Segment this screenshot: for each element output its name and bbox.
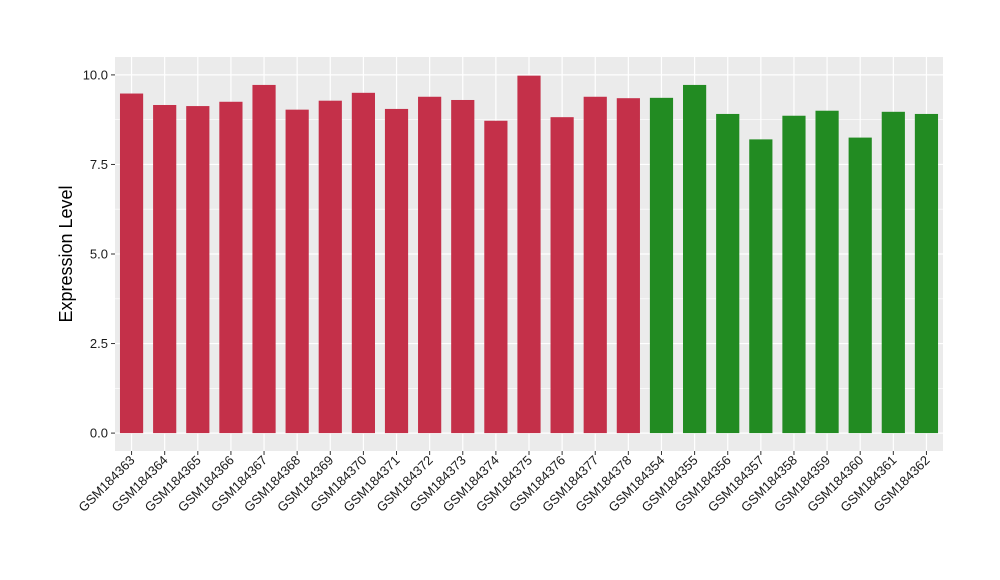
y-tick-label: 10.0 [83,67,108,82]
bar-GSM184362 [914,113,939,434]
bar-GSM184354 [649,97,674,434]
y-axis-title: Expression Level [56,185,76,322]
bar-GSM184366 [219,101,243,434]
bar-GSM184365 [186,106,210,434]
bar-GSM184372 [418,96,442,434]
bar-GSM184364 [153,104,177,434]
x-axis: GSM184363GSM184364GSM184365GSM184366GSM1… [75,451,933,515]
bar-GSM184374 [484,120,508,434]
bar-GSM184368 [285,109,309,434]
bar-GSM184357 [749,139,773,434]
y-tick-label: 5.0 [90,247,108,262]
y-axis: 0.0 2.5 5.0 7.5 10.0 [83,67,115,441]
bar-GSM184376 [550,117,574,434]
bar-GSM184367 [252,84,276,434]
y-tick-label: 7.5 [90,157,108,172]
bar-GSM184355 [683,84,707,434]
bar-GSM184378 [616,98,640,434]
bar-GSM184371 [384,108,409,434]
y-tick-label: 2.5 [90,336,108,351]
bar-GSM184360 [848,137,872,434]
bar-GSM184375 [517,75,541,434]
bar-GSM184370 [351,92,375,434]
bar-GSM184373 [451,99,475,434]
bar-GSM184377 [583,96,607,434]
bar-GSM184358 [782,115,806,434]
y-tick-label: 0.0 [90,426,108,441]
bar-GSM184361 [881,111,905,434]
bars [119,75,939,434]
bar-GSM184359 [815,110,839,434]
bar-GSM184369 [318,100,342,434]
bar-GSM184356 [716,113,740,434]
bar-GSM184363 [119,93,144,434]
